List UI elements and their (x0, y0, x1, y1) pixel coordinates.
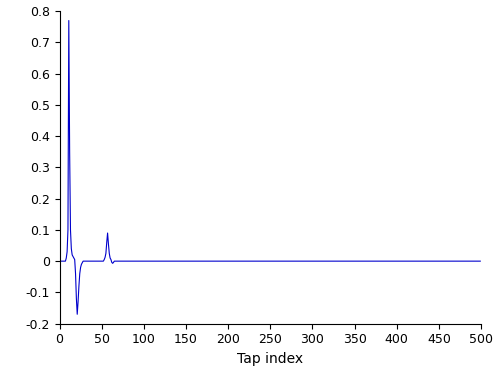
X-axis label: Tap index: Tap index (237, 352, 304, 366)
